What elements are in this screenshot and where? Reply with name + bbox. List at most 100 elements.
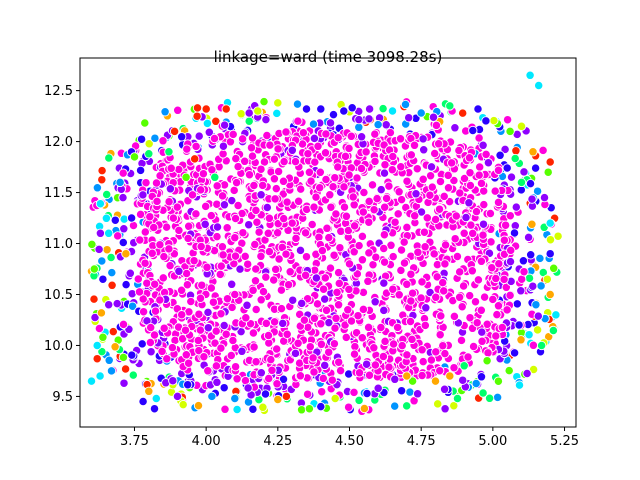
data-point xyxy=(181,350,191,360)
data-point xyxy=(542,274,552,284)
data-point xyxy=(149,404,160,414)
data-point xyxy=(184,221,194,231)
data-point xyxy=(129,152,140,162)
data-point xyxy=(195,293,206,303)
data-point xyxy=(502,305,512,315)
data-point xyxy=(379,257,390,267)
data-point xyxy=(551,310,561,320)
data-point xyxy=(146,322,156,333)
data-point xyxy=(463,352,473,362)
data-point xyxy=(477,336,487,346)
data-point xyxy=(396,194,407,205)
data-point xyxy=(203,323,213,333)
data-point xyxy=(244,220,254,230)
data-point xyxy=(119,224,129,234)
data-point xyxy=(104,355,114,365)
data-point xyxy=(183,233,193,244)
data-point xyxy=(283,280,294,290)
data-point xyxy=(396,265,406,276)
data-point xyxy=(194,131,204,141)
data-point xyxy=(151,178,162,188)
data-point xyxy=(194,309,204,319)
data-point xyxy=(203,307,213,318)
data-point xyxy=(144,386,154,396)
data-point xyxy=(433,399,443,409)
data-point xyxy=(344,143,354,154)
data-point xyxy=(348,192,358,202)
data-point xyxy=(252,217,262,227)
data-point xyxy=(230,393,240,404)
data-point xyxy=(329,339,340,349)
data-point xyxy=(510,153,520,164)
data-point xyxy=(417,345,427,355)
data-point xyxy=(273,144,283,154)
data-point xyxy=(259,96,269,107)
data-point xyxy=(394,290,404,300)
data-point xyxy=(406,269,416,279)
data-point xyxy=(370,297,380,307)
data-point xyxy=(456,335,467,346)
data-point xyxy=(315,167,325,177)
data-point xyxy=(309,367,319,377)
data-point xyxy=(333,162,343,172)
data-point xyxy=(468,341,479,352)
data-point xyxy=(118,352,129,363)
data-point xyxy=(231,153,241,164)
data-point xyxy=(353,311,363,321)
data-point xyxy=(261,272,271,282)
data-point xyxy=(206,210,216,221)
data-point xyxy=(400,99,411,110)
data-point xyxy=(553,231,563,241)
data-point xyxy=(237,134,248,144)
data-point xyxy=(402,279,412,289)
data-point xyxy=(379,168,390,178)
data-point xyxy=(333,267,344,278)
data-point xyxy=(445,371,455,381)
data-point xyxy=(378,103,388,114)
data-point xyxy=(118,168,128,178)
data-point xyxy=(254,227,264,237)
data-point xyxy=(305,342,315,352)
data-point xyxy=(379,230,390,240)
data-point xyxy=(92,354,102,364)
data-point xyxy=(364,248,374,258)
data-point xyxy=(532,186,543,196)
data-point xyxy=(331,209,341,219)
data-point xyxy=(98,332,108,342)
data-point xyxy=(216,309,226,319)
data-point xyxy=(108,326,118,337)
data-point xyxy=(312,299,323,309)
data-point xyxy=(320,294,330,304)
data-point xyxy=(384,181,394,191)
data-point xyxy=(165,260,175,271)
data-point xyxy=(291,233,301,244)
data-point xyxy=(431,292,441,302)
data-point xyxy=(380,202,390,212)
data-point xyxy=(406,296,416,306)
data-point xyxy=(458,108,468,118)
data-point xyxy=(402,401,412,411)
data-point xyxy=(182,144,192,154)
data-point xyxy=(279,156,289,167)
data-point xyxy=(470,297,481,307)
data-point xyxy=(193,400,204,411)
data-point xyxy=(418,174,428,184)
data-point xyxy=(302,389,313,399)
data-point xyxy=(450,234,460,244)
data-point xyxy=(112,298,122,309)
data-point xyxy=(343,225,354,236)
data-point xyxy=(439,191,449,202)
data-point xyxy=(359,187,369,198)
data-point xyxy=(324,347,334,357)
data-point xyxy=(530,163,541,173)
data-point xyxy=(106,252,116,263)
data-point xyxy=(502,163,512,173)
data-point xyxy=(258,180,268,191)
data-point xyxy=(524,330,534,340)
data-point xyxy=(243,383,253,393)
data-point xyxy=(545,218,555,228)
data-point xyxy=(248,328,259,338)
data-point xyxy=(212,377,222,387)
data-point xyxy=(149,330,160,340)
data-point xyxy=(110,342,120,352)
